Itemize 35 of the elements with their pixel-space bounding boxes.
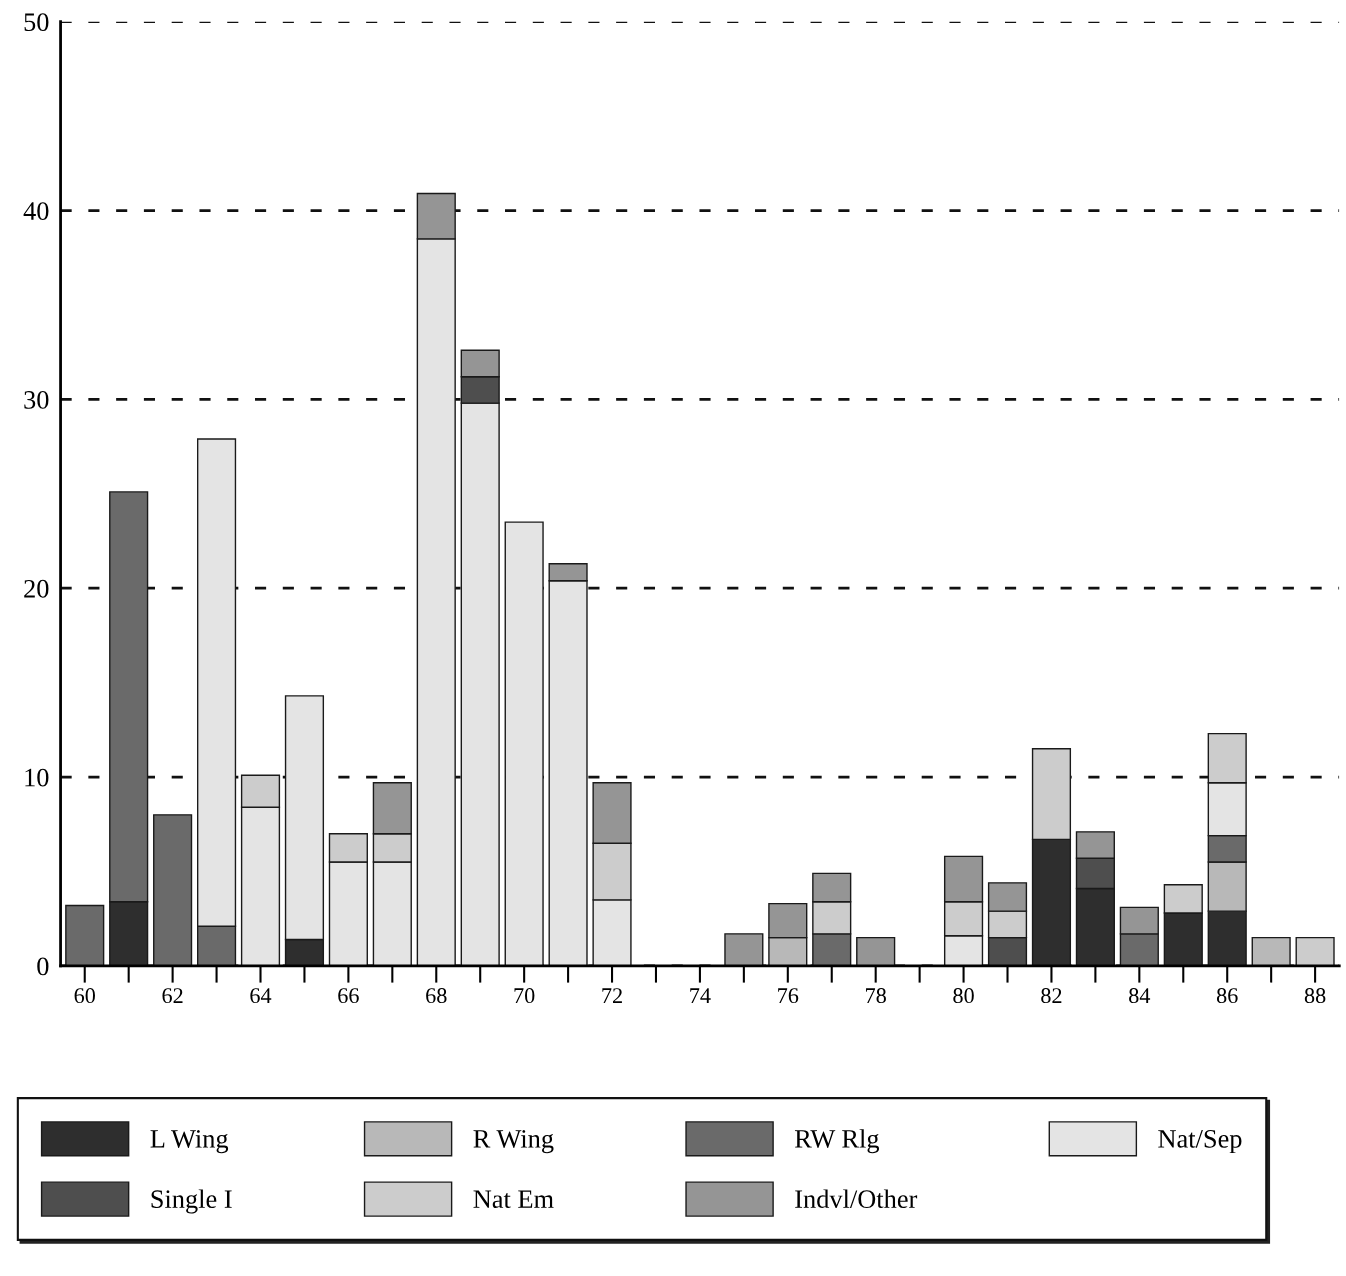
- x-tick-label: 66: [338, 988, 359, 1004]
- y-tick-label: 10: [25, 768, 49, 787]
- x-tick-label: 82: [1041, 988, 1062, 1004]
- x-tick-label: 88: [1304, 988, 1326, 1004]
- y-tick-label: 30: [24, 391, 49, 409]
- bar: [153, 814, 193, 966]
- x-tick-label: 74: [690, 988, 711, 1003]
- x-tick-label: 78: [866, 988, 886, 1004]
- x-tick-label: 80: [953, 988, 974, 1004]
- legend-label: Nat/Sep: [1158, 1130, 1242, 1154]
- bar: [856, 936, 896, 966]
- x-tick-label: 86: [1216, 988, 1238, 1004]
- y-tick-label: 20: [24, 579, 49, 598]
- bar: [65, 904, 105, 966]
- x-tick-label: 84: [1129, 988, 1151, 1004]
- y-tick-label: 0: [37, 957, 49, 976]
- legend-label: R Wing: [473, 1130, 554, 1154]
- legend-label: Single I: [151, 1189, 232, 1214]
- legend-label: Indvl/Other: [795, 1189, 918, 1209]
- bar: [1251, 936, 1291, 966]
- bar: [1295, 936, 1335, 966]
- x-tick-label: 72: [602, 988, 622, 1003]
- bar: [724, 933, 764, 966]
- x-tick-label: 64: [250, 988, 272, 1004]
- legend-label: RW Rlg: [794, 1129, 880, 1154]
- y-tick-label: 50: [24, 13, 49, 32]
- y-tick-label: 40: [23, 202, 49, 220]
- x-tick-label: 76: [778, 988, 799, 1004]
- bar: [504, 521, 544, 966]
- legend-label: L Wing: [150, 1130, 229, 1154]
- x-tick-label: 62: [162, 988, 183, 1004]
- x-tick-label: 68: [426, 988, 447, 1004]
- x-tick-label: 60: [74, 988, 95, 1004]
- x-tick-label: 70: [514, 988, 535, 1004]
- legend-label: Nat Em: [473, 1190, 554, 1209]
